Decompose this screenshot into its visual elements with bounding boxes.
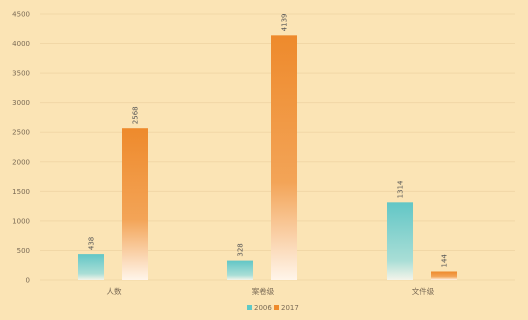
y-tick-label: 2000: [12, 158, 30, 166]
y-tick-label: 2500: [12, 129, 30, 137]
x-axis-categories: 人数 案卷级 文件级: [107, 286, 435, 296]
y-tick-label: 3000: [12, 99, 30, 107]
bar-2017-0[interactable]: [122, 128, 148, 280]
data-label: 144: [441, 254, 449, 268]
y-axis-ticks: 0 500 1000 1500 2000 2500 3000 3500 4000 4500: [12, 11, 30, 285]
data-label: 2568: [132, 106, 140, 124]
bar-2006-2[interactable]: [387, 202, 413, 280]
data-label: 328: [237, 243, 245, 256]
legend-label[interactable]: 2017: [281, 304, 299, 312]
y-tick-label: 3500: [12, 70, 30, 78]
legend-swatch-2017[interactable]: [274, 305, 279, 310]
category-label: 人数: [107, 286, 122, 296]
category-label: 案卷级: [252, 286, 275, 296]
y-tick-label: 4000: [12, 40, 30, 48]
legend-swatch-2006[interactable]: [247, 305, 252, 310]
data-label: 1314: [397, 180, 405, 198]
data-label: 438: [88, 237, 96, 250]
y-tick-label: 1000: [12, 217, 30, 225]
bar-2006-0[interactable]: [78, 254, 104, 280]
category-label: 文件级: [412, 286, 435, 296]
bar-2017-1[interactable]: [271, 35, 297, 280]
legend-label[interactable]: 2006: [254, 304, 272, 312]
y-tick-label: 4500: [12, 11, 30, 19]
legend[interactable]: 2006 2017: [247, 304, 299, 312]
y-tick-label: 500: [17, 247, 30, 255]
y-tick-label: 1500: [12, 188, 30, 196]
bars: 438 2568 328 4139 1314 144: [78, 14, 457, 280]
bar-2017-2[interactable]: [431, 271, 457, 280]
bar-2006-1[interactable]: [227, 260, 253, 280]
data-label: 4139: [281, 14, 289, 32]
y-tick-label: 0: [26, 277, 30, 285]
